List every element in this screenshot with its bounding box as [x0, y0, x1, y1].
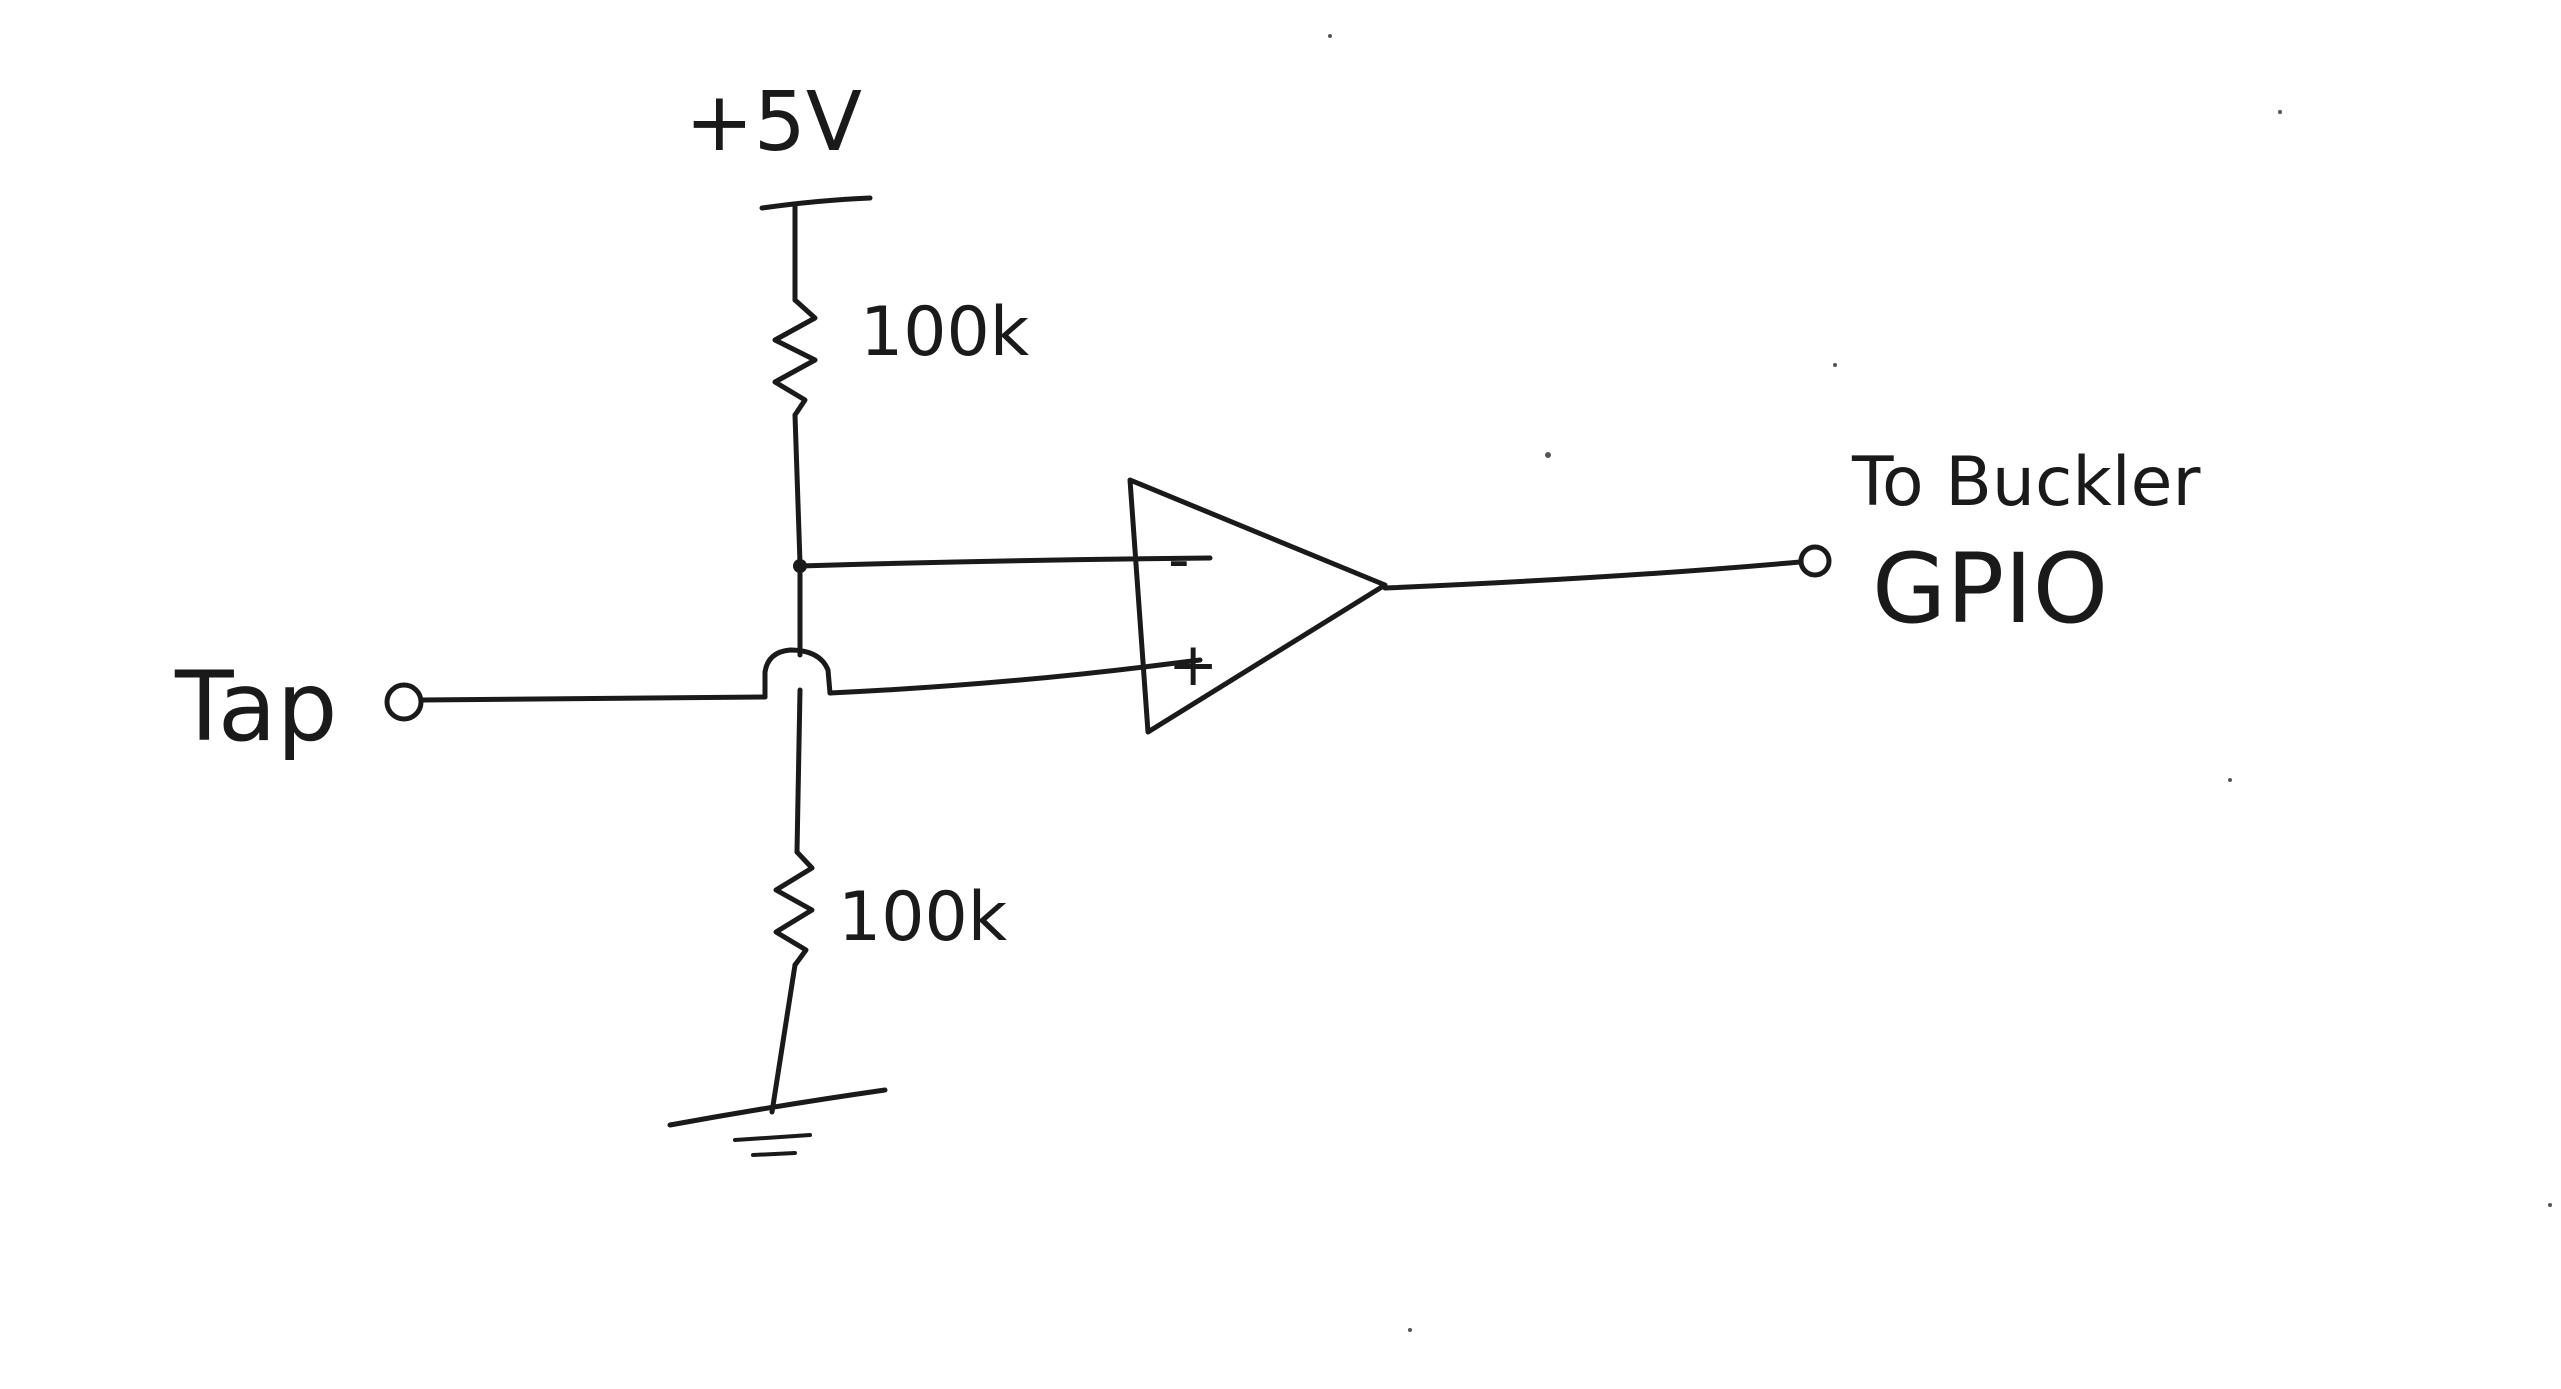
wire-node-to-inverting [797, 555, 1213, 569]
wire-hop-to-r2 [794, 687, 803, 855]
supply-label: +5V [685, 75, 862, 170]
resistor-top-label: 100k [860, 293, 1030, 372]
output-label-line2: GPIO [1872, 533, 2108, 645]
wire-opamp-output [1382, 559, 1803, 591]
wire-r1-to-node [792, 412, 803, 566]
wire-crossover-hop [762, 647, 833, 700]
ground-icon [667, 1087, 888, 1157]
resistor-bottom-label: 100k [838, 878, 1008, 957]
wire-hop-to-noninverting [827, 657, 1203, 696]
input-terminal[interactable] [384, 682, 424, 722]
resistor-bottom [773, 849, 815, 968]
opamp-noninverting-symbol: + [1168, 630, 1218, 700]
output-terminal[interactable] [1798, 544, 1832, 578]
input-label: Tap [174, 651, 338, 763]
output-label-line1: To Buckler [1851, 443, 2200, 522]
opamp-icon [1127, 477, 1388, 735]
wire-tap-to-hop [418, 694, 768, 703]
resistor-top [772, 297, 818, 418]
opamp-inverting-symbol: - [1168, 525, 1190, 595]
supply-rail [759, 195, 873, 211]
wire-r2-to-ground [769, 962, 798, 1115]
scan-specks [1328, 34, 2552, 1332]
